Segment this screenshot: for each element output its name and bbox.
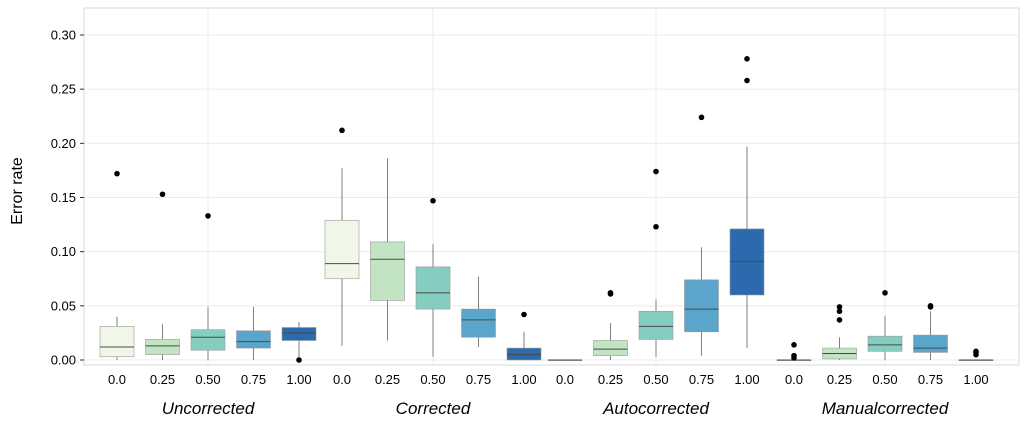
y-axis: 0.00 0.05 0.10 0.15 0.20 0.25 0.30 xyxy=(51,28,84,368)
box-uncorrected-0.75 xyxy=(236,306,271,360)
outlier-point xyxy=(653,168,659,175)
box-autocorrected-0.50 xyxy=(638,168,674,357)
outlier-point xyxy=(521,311,527,318)
box-rect xyxy=(506,347,542,361)
box-autocorrected-0.0 xyxy=(547,359,583,361)
x-tick-label: 0.50 xyxy=(872,372,897,387)
group-label: Manualcorrected xyxy=(822,399,949,418)
box-corrected-1.00 xyxy=(506,311,542,361)
outlier-point xyxy=(836,304,843,310)
box-autocorrected-0.75 xyxy=(684,114,719,356)
outlier-point xyxy=(430,197,436,204)
box-rect xyxy=(281,327,317,341)
x-tick-label: 0.75 xyxy=(241,372,266,387)
boxes-layer xyxy=(99,56,994,363)
box-rect xyxy=(729,228,765,296)
x-tick-label: 1.00 xyxy=(286,372,311,387)
box-autocorrected-1.00 xyxy=(729,56,765,349)
x-tick-label: 0.75 xyxy=(918,372,943,387)
box-rect xyxy=(99,326,135,358)
box-rect xyxy=(638,310,674,340)
outlier-point xyxy=(653,223,659,230)
box-manualcorrected-1.00 xyxy=(958,348,994,361)
x-tick-label: 0.50 xyxy=(420,372,445,387)
box-manualcorrected-0.50 xyxy=(867,290,903,360)
y-tick-label: 0.05 xyxy=(51,298,76,313)
box-rect xyxy=(461,308,496,338)
outlier-point xyxy=(607,290,614,296)
outlier-point xyxy=(744,77,750,84)
box-manualcorrected-0.0 xyxy=(776,342,812,361)
box-manualcorrected-0.75 xyxy=(913,303,948,360)
outlier-point xyxy=(791,342,797,348)
box-uncorrected-0.0 xyxy=(99,170,135,360)
box-autocorrected-0.25 xyxy=(593,290,628,360)
box-rect xyxy=(324,219,360,280)
grid xyxy=(84,8,1019,365)
y-tick-label: 0.30 xyxy=(51,28,76,43)
y-tick-label: 0.10 xyxy=(51,244,76,259)
box-rect xyxy=(913,334,948,353)
x-tick-label: 1.00 xyxy=(511,372,536,387)
x-tick-label: 1.00 xyxy=(734,372,759,387)
box-rect xyxy=(145,339,180,355)
x-tick-label: 0.0 xyxy=(108,372,126,387)
group-label: Autocorrected xyxy=(602,399,709,418)
x-tick-label: 0.25 xyxy=(827,372,852,387)
x-axis: Uncorrected 0.0 0.25 0.50 0.75 1.00 Corrected 0… xyxy=(108,372,989,418)
box-rect xyxy=(190,329,226,351)
box-uncorrected-0.25 xyxy=(145,191,180,360)
outlier-point xyxy=(836,308,843,315)
x-tick-label: 0.0 xyxy=(556,372,574,387)
outlier-point xyxy=(744,56,750,62)
y-tick-label: 0.00 xyxy=(51,353,76,368)
x-tick-label: 0.50 xyxy=(643,372,668,387)
x-tick-label: 0.25 xyxy=(150,372,175,387)
outlier-point xyxy=(296,357,302,363)
outlier-point xyxy=(836,317,843,323)
outlier-point xyxy=(698,114,705,121)
y-tick-label: 0.20 xyxy=(51,136,76,151)
outlier-point xyxy=(791,352,797,359)
x-tick-label: 0.0 xyxy=(785,372,803,387)
outlier-point xyxy=(339,127,345,134)
x-tick-label: 0.75 xyxy=(466,372,491,387)
outlier-point xyxy=(205,213,211,219)
x-tick-label: 0.0 xyxy=(333,372,351,387)
box-rect xyxy=(236,330,271,349)
x-tick-label: 0.75 xyxy=(689,372,714,387)
box-uncorrected-1.00 xyxy=(281,322,317,363)
box-corrected-0.50 xyxy=(415,197,451,357)
box-corrected-0.0 xyxy=(324,127,360,346)
outlier-point xyxy=(114,170,120,177)
box-rect xyxy=(370,241,405,301)
outlier-point xyxy=(882,290,888,296)
group-label: Corrected xyxy=(396,399,471,418)
x-tick-label: 0.50 xyxy=(195,372,220,387)
box-corrected-0.75 xyxy=(461,276,496,347)
x-tick-label: 0.25 xyxy=(598,372,623,387)
y-tick-label: 0.15 xyxy=(51,190,76,205)
box-rect xyxy=(684,279,719,333)
y-tick-label: 0.25 xyxy=(51,82,76,97)
outlier-point xyxy=(159,191,166,198)
box-rect xyxy=(593,340,628,356)
outlier-point xyxy=(973,348,979,355)
plot-frame xyxy=(83,7,1020,366)
box-corrected-0.25 xyxy=(370,158,405,341)
outlier-point xyxy=(927,303,934,309)
box-rect xyxy=(867,335,903,352)
group-label: Uncorrected xyxy=(162,399,255,418)
x-tick-label: 1.00 xyxy=(963,372,988,387)
y-axis-title: Error rate xyxy=(9,157,26,225)
box-uncorrected-0.50 xyxy=(190,213,226,360)
x-tick-label: 0.25 xyxy=(375,372,400,387)
box-manualcorrected-0.25 xyxy=(822,304,857,360)
box-rect xyxy=(415,266,451,310)
